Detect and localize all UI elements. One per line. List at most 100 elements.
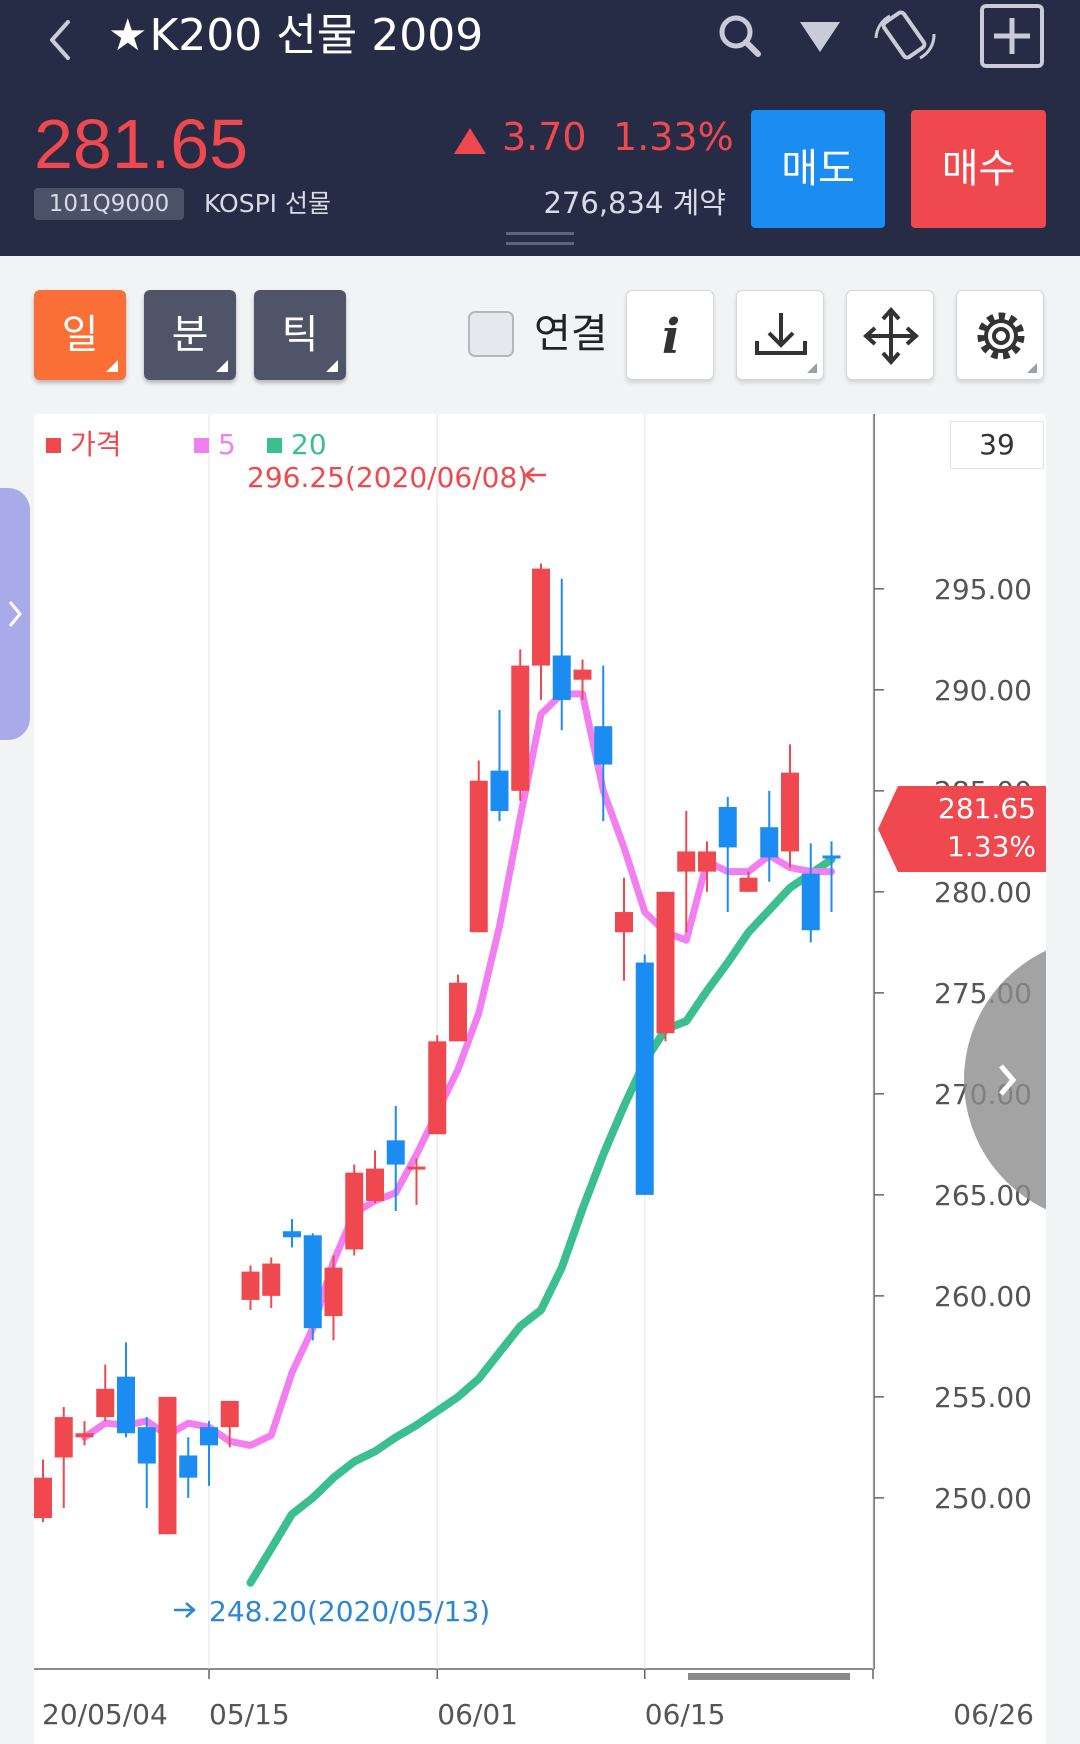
right-panel-handle — [964, 950, 1046, 1210]
change-percent: 1.33% — [613, 115, 734, 159]
volume-label: 276,834 계약 — [543, 186, 726, 220]
corner-mark-icon — [1027, 363, 1037, 373]
period-minute-button[interactable]: 분 — [144, 290, 236, 380]
candle — [781, 772, 799, 852]
current-price: 281.65 — [34, 105, 249, 183]
candle — [34, 1477, 52, 1519]
y-axis-labels: 295.00290.00285.00280.00275.00270.00265.… — [934, 573, 1032, 1515]
candle — [345, 1172, 364, 1250]
settings-button[interactable] — [956, 290, 1044, 380]
x-tick-label: 06/15 — [645, 1698, 726, 1731]
high-annotation: 296.25(2020/06/08) — [247, 461, 528, 494]
left-arrow-icon — [524, 467, 546, 483]
download-button[interactable] — [736, 290, 824, 380]
link-checkbox[interactable] — [468, 311, 514, 357]
candle — [54, 1417, 73, 1458]
candle — [262, 1263, 281, 1296]
period-day-button[interactable]: 일 — [34, 290, 126, 380]
move-button[interactable] — [846, 290, 934, 380]
candle — [324, 1267, 343, 1317]
period-tick-button[interactable]: 틱 — [254, 290, 346, 380]
drag-handle-line — [506, 242, 574, 245]
market-label: KOSPI 선물 — [204, 189, 331, 218]
candle — [407, 1166, 426, 1170]
candle — [552, 655, 571, 700]
x-tick-label: 05/15 — [209, 1698, 290, 1731]
legend: 가격 5 20 — [46, 428, 327, 461]
move-icon — [862, 306, 920, 366]
legend-swatch — [267, 438, 282, 453]
candle — [428, 1041, 447, 1135]
ma20-series — [246, 855, 836, 1587]
candle — [656, 891, 675, 1034]
current-price-marker: 281.65 1.33% — [878, 786, 1046, 872]
chart-panel[interactable]: 295.00290.00285.00280.00275.00270.00265.… — [34, 414, 1046, 1744]
current-price-tag — [878, 786, 1046, 872]
candle — [511, 665, 530, 791]
ma5-series — [81, 690, 835, 1449]
corner-mark-icon — [807, 363, 817, 373]
horizontal-scrollbar[interactable] — [688, 1673, 850, 1680]
back-icon[interactable] — [40, 10, 80, 70]
ma20-line — [246, 855, 836, 1587]
download-icon — [755, 313, 807, 355]
candle — [283, 1231, 301, 1238]
candle — [386, 1140, 405, 1165]
candlestick-chart[interactable]: 295.00290.00285.00280.00275.00270.00265.… — [34, 414, 1046, 1744]
x-tick-label: 06/26 — [953, 1698, 1034, 1731]
candle — [760, 827, 779, 858]
visible-count: 39 — [950, 421, 1044, 469]
y-tick-label: 295.00 — [934, 573, 1032, 606]
header: ★K200 선물 2009 281.65 101Q9000 KOSPI 선물 3… — [0, 0, 1080, 256]
candle — [490, 770, 509, 812]
settings-icon — [977, 312, 1025, 360]
candle — [801, 873, 820, 931]
info-icon: i — [662, 309, 680, 365]
candle — [739, 877, 758, 892]
info-button[interactable]: i — [626, 290, 714, 380]
candle — [137, 1427, 156, 1464]
chevron-right-icon — [8, 601, 22, 627]
drag-handle[interactable] — [506, 232, 574, 235]
candle — [615, 912, 633, 933]
candle — [449, 982, 467, 1042]
candle — [718, 806, 737, 848]
search-icon[interactable] — [712, 8, 768, 64]
candle — [822, 855, 841, 859]
candle — [532, 568, 550, 666]
current-change-label: 1.33% — [947, 830, 1036, 863]
code-badge: 101Q9000 — [34, 188, 184, 220]
candle — [573, 669, 592, 680]
star-icon[interactable]: ★ — [108, 10, 148, 61]
corner-mark-icon — [216, 360, 228, 372]
dropdown-icon[interactable] — [792, 8, 848, 64]
legend-label: 20 — [291, 428, 327, 461]
x-tick-label: 20/05/04 — [42, 1698, 168, 1731]
up-arrow-icon — [454, 128, 486, 154]
candle — [635, 962, 654, 1195]
candle — [366, 1168, 384, 1201]
candle — [220, 1400, 239, 1428]
add-icon[interactable] — [978, 2, 1046, 70]
legend-label: 가격 — [70, 428, 122, 461]
candle — [117, 1376, 135, 1434]
current-price-label: 281.65 — [938, 792, 1036, 825]
rotate-icon[interactable] — [870, 8, 940, 64]
right-arrow-icon — [174, 1602, 196, 1618]
change-value: 3.70 — [502, 115, 587, 159]
candle — [158, 1396, 177, 1535]
right-panel-toggle[interactable] — [964, 936, 1046, 1224]
candle — [75, 1433, 94, 1438]
sell-button[interactable]: 매도 — [751, 110, 885, 228]
left-panel-toggle[interactable] — [0, 488, 30, 740]
buy-button[interactable]: 매수 — [911, 110, 1046, 228]
y-tick-label: 280.00 — [934, 876, 1032, 909]
link-label: 연결 — [534, 311, 608, 357]
candle — [303, 1235, 322, 1329]
y-tick-label: 255.00 — [934, 1381, 1032, 1414]
x-tick-label: 06/01 — [437, 1698, 518, 1731]
corner-mark-icon — [106, 360, 118, 372]
x-axis-labels: 20/05/04 05/15 06/01 06/15 06/26 — [42, 1698, 1034, 1731]
legend-swatch — [194, 438, 209, 453]
corner-mark-icon — [326, 360, 338, 372]
